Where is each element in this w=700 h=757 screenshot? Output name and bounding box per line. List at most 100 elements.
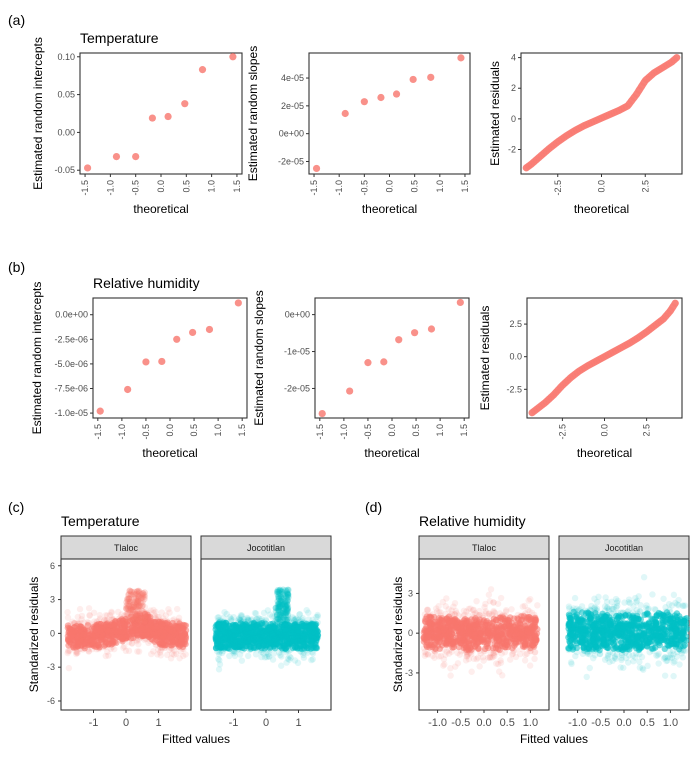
residual-point <box>130 603 138 610</box>
residual-point <box>123 602 130 609</box>
title-c-temperature: Temperature <box>61 513 140 529</box>
data-point <box>96 407 104 415</box>
residual-point <box>573 644 581 652</box>
qq-point <box>653 67 661 75</box>
qq-point <box>576 367 584 375</box>
qq-point <box>669 303 677 311</box>
residual-point <box>439 598 447 606</box>
residual-point <box>139 590 147 597</box>
y-tick-label: 0 <box>511 114 516 124</box>
residual-point <box>75 620 82 628</box>
y-tick-label: 0.05 <box>57 90 75 100</box>
residual-point <box>125 647 133 655</box>
residual-point <box>244 614 251 622</box>
residual-point <box>531 655 538 663</box>
residual-point <box>128 606 135 614</box>
qq-point <box>583 362 591 370</box>
residual-point <box>131 588 138 596</box>
qq-point <box>640 329 648 338</box>
residual-point <box>134 591 141 598</box>
residual-point <box>127 598 134 605</box>
residual-plot-c: Tlaloc -1 0 1 Jocotitlan -1 0 1 -6 -3 0 3 6 Fitted va… <box>27 535 332 746</box>
qq-point <box>638 82 646 90</box>
qq-point <box>572 126 581 134</box>
qq-point <box>620 104 628 112</box>
residual-point <box>86 611 93 619</box>
qq-point <box>585 119 593 128</box>
residual-point <box>84 622 92 629</box>
residual-point <box>656 612 663 620</box>
x-tick-label: -0.5 <box>359 180 369 196</box>
facet-jocotitlan: Jocotitlan -1.0 -0.5 0.0 0.5 1.0 <box>558 535 690 729</box>
x-tick-label: -1 <box>229 717 239 729</box>
y-tick-label: 2.5 <box>509 319 522 329</box>
residual-point <box>130 590 138 598</box>
residual-point <box>238 657 246 664</box>
residual-point <box>134 599 142 607</box>
residual-point <box>628 634 636 641</box>
qq-point <box>610 109 618 117</box>
residual-point <box>464 638 471 645</box>
residual-point <box>97 627 104 635</box>
residual-point <box>313 636 320 643</box>
residual-point <box>173 619 180 626</box>
residual-point <box>595 593 602 601</box>
y-tick-label: -7.5e-06 <box>54 383 88 393</box>
residual-point <box>102 612 110 619</box>
residual-point <box>244 652 252 660</box>
plot-frame <box>79 52 243 175</box>
x-tick-label: -2.5 <box>557 424 567 440</box>
residual-point <box>637 633 644 640</box>
residual-point <box>127 612 135 619</box>
residual-point <box>78 616 85 623</box>
residual-point <box>436 622 444 629</box>
residual-point <box>124 595 131 602</box>
residual-point <box>663 657 670 665</box>
x-tick-label: 0.5 <box>181 180 191 193</box>
residual-point <box>96 611 103 619</box>
residual-point <box>255 615 262 622</box>
qq-point <box>537 151 545 160</box>
residual-point <box>468 616 475 623</box>
residual-point <box>425 619 433 627</box>
residual-point <box>621 599 628 606</box>
x-tick-label: -1 <box>89 717 99 729</box>
residual-point <box>142 614 149 621</box>
residual-point <box>120 627 128 635</box>
residual-point <box>141 610 149 618</box>
residual-point <box>261 654 269 661</box>
residual-point <box>677 643 684 650</box>
residual-point <box>294 659 302 667</box>
residual-point <box>126 606 133 614</box>
residual-point <box>617 664 624 671</box>
residual-point <box>130 603 138 610</box>
qq-point <box>640 78 648 86</box>
residual-point <box>135 596 142 603</box>
residual-point <box>251 609 259 617</box>
residual-point <box>166 634 173 642</box>
y-axis-title: Estimated residuals <box>478 306 492 411</box>
x-tick-label: 1.5 <box>237 424 247 437</box>
residual-point <box>134 588 141 595</box>
qq-point <box>571 370 579 378</box>
residual-point <box>73 649 81 657</box>
residual-point <box>155 646 162 653</box>
qq-point <box>605 111 613 119</box>
residual-point <box>136 599 143 606</box>
residual-point <box>124 605 131 613</box>
x-tick-label: 0.5 <box>500 717 515 729</box>
residual-point <box>124 600 132 608</box>
residual-point <box>275 595 283 602</box>
residual-point <box>565 646 572 654</box>
residual-point <box>138 603 146 610</box>
residual-point <box>84 619 91 626</box>
residual-point <box>125 602 133 610</box>
residual-point <box>124 604 131 611</box>
residual-point <box>290 616 297 624</box>
qq-point <box>588 360 596 368</box>
qq-point <box>577 123 586 131</box>
qq-point <box>648 71 656 79</box>
data-point <box>380 358 388 366</box>
data-point <box>173 335 181 343</box>
residual-point <box>133 600 140 607</box>
